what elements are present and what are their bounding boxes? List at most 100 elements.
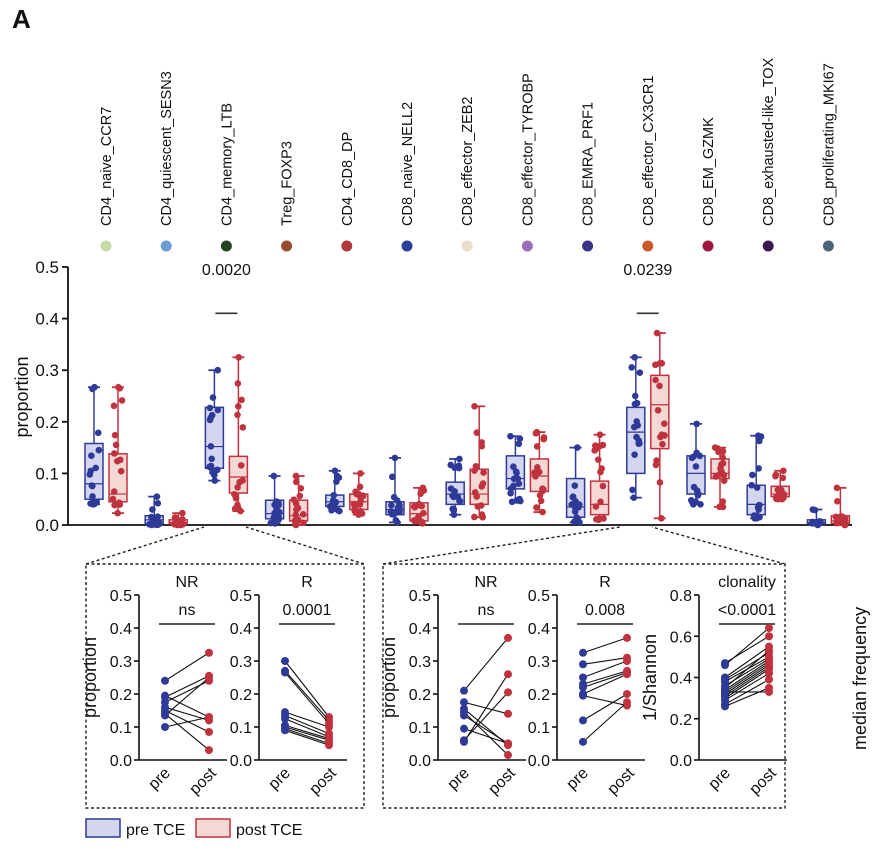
paired-sample <box>579 668 631 692</box>
data-point <box>456 455 463 463</box>
data-point <box>536 491 544 499</box>
data-point <box>597 498 604 506</box>
data-point <box>388 501 395 509</box>
pair-line <box>463 691 509 741</box>
data-point <box>687 496 695 504</box>
pre-point <box>721 661 729 670</box>
pair-line <box>582 693 628 721</box>
pair-line <box>284 728 330 745</box>
legend: pre TCE post TCE <box>85 818 302 839</box>
zoom-box-cd8-cx3cr1 <box>382 563 786 809</box>
x-tick-label: post <box>186 764 220 798</box>
box-pre <box>505 432 526 506</box>
pre-point <box>460 698 468 707</box>
data-point <box>239 424 247 431</box>
data-point <box>471 489 479 496</box>
data-point <box>652 361 659 369</box>
paired-sample <box>460 670 512 746</box>
data-point <box>811 506 819 514</box>
data-point <box>715 448 722 456</box>
post-point <box>765 654 773 663</box>
paired-sample <box>579 690 631 725</box>
box-post <box>529 428 550 516</box>
paired-chart-clonality: 0.0 0.2 0.4 0.6 0.8 1/Shannon clonality <0.0001… <box>640 574 787 798</box>
post-point <box>765 687 773 696</box>
data-point <box>111 431 119 439</box>
box-pre <box>565 444 586 526</box>
data-point <box>351 503 359 511</box>
data-point <box>659 440 666 448</box>
data-point <box>419 509 427 517</box>
data-point <box>206 404 214 412</box>
data-point <box>658 431 666 439</box>
data-point <box>696 452 704 460</box>
box-pre <box>144 493 164 529</box>
data-point <box>115 499 123 506</box>
category-label: CD8_proliferating_MKI67 <box>821 63 837 226</box>
data-point <box>755 465 762 472</box>
y-tick-label: 0.0 <box>670 753 692 770</box>
x-tick-label: pre <box>563 765 591 793</box>
y-tick-label: 0.3 <box>230 654 252 671</box>
data-point <box>456 497 464 505</box>
y-tick-label: 0.2 <box>110 687 132 704</box>
pair-line <box>582 670 628 685</box>
data-point <box>356 483 364 491</box>
y-tick-label: 0.4 <box>528 621 550 638</box>
post-point <box>765 646 773 655</box>
post-point <box>623 690 631 698</box>
pair-line <box>463 637 509 692</box>
pair-line <box>724 687 770 707</box>
sub-chart-title: R <box>301 574 313 591</box>
data-point <box>275 515 283 523</box>
category-color-dot <box>762 240 774 252</box>
data-point <box>153 521 160 529</box>
y-axis-title: proportion <box>379 637 399 718</box>
data-point <box>392 516 400 524</box>
pair-line <box>582 660 628 679</box>
pair-line <box>463 714 509 744</box>
pre-point <box>281 726 289 735</box>
y-axis-title: 1/Shannon <box>640 634 660 721</box>
category-color-dot <box>220 240 232 252</box>
data-point <box>694 489 701 497</box>
data-point <box>507 485 515 493</box>
box-pre <box>806 506 827 529</box>
data-point <box>153 493 161 500</box>
paired-sample <box>721 624 773 670</box>
category-color-dot <box>521 240 533 252</box>
pair-line <box>724 664 770 695</box>
data-point <box>447 485 455 492</box>
pre-point <box>161 709 169 718</box>
data-point <box>110 488 118 495</box>
sub-chart-title: clonality <box>718 574 776 591</box>
data-point <box>660 420 668 428</box>
box-pre <box>264 472 285 527</box>
data-point <box>87 500 94 507</box>
pair-line <box>164 710 210 733</box>
data-point <box>569 493 577 501</box>
y-tick-label: 0.2 <box>230 687 252 704</box>
y-tick-label: 0.4 <box>409 621 431 638</box>
data-point <box>293 506 300 513</box>
data-point <box>780 467 787 475</box>
y-tick-label: 0.1 <box>110 720 132 737</box>
pre-point <box>460 724 468 733</box>
category-label: CD4_memory_LTB <box>219 103 235 226</box>
category-color-dot <box>100 240 112 252</box>
data-point <box>480 469 487 476</box>
data-point <box>450 507 457 515</box>
data-point <box>513 497 521 504</box>
data-point <box>839 513 846 520</box>
data-point <box>599 482 607 490</box>
category-label: CD4_naive_CCR7 <box>99 107 115 226</box>
data-point <box>658 359 666 367</box>
data-point <box>214 466 221 474</box>
pair-line <box>164 677 210 716</box>
pair-line <box>164 652 210 682</box>
data-point <box>473 429 481 436</box>
pre-point <box>460 737 468 746</box>
pair-line <box>724 666 770 697</box>
data-point <box>117 467 125 475</box>
